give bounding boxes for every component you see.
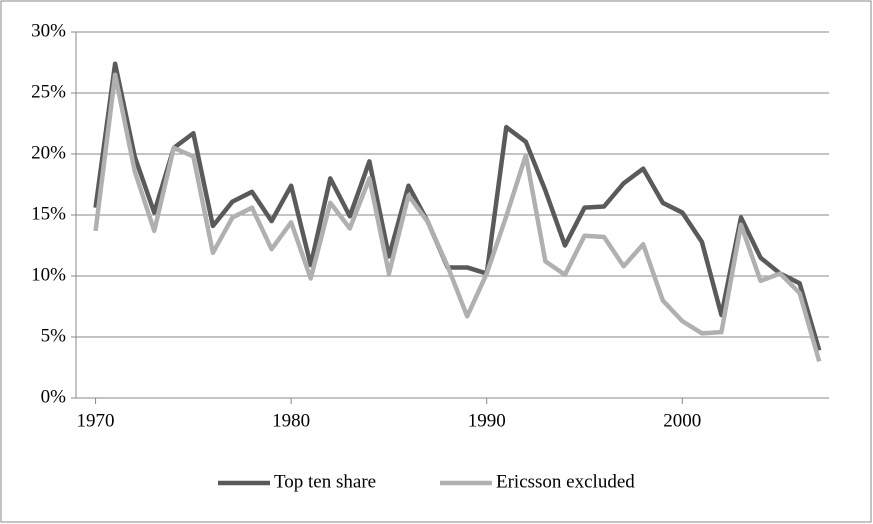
y-tick-label: 10% [31, 264, 66, 285]
legend-label: Top ten share [274, 471, 376, 492]
y-tick-label: 5% [41, 325, 67, 346]
x-tick-label: 1990 [468, 410, 506, 431]
y-tick-label: 0% [41, 386, 67, 407]
y-tick-label: 20% [31, 142, 66, 163]
x-tick-label: 1980 [272, 410, 310, 431]
line-series [93, 72, 822, 363]
legend-label: Ericsson excluded [496, 471, 635, 492]
y-tick-label: 30% [31, 20, 66, 41]
line-series [93, 61, 822, 352]
x-tick-label: 1970 [77, 410, 115, 431]
y-tick-label: 15% [31, 203, 66, 224]
y-tick-label: 25% [31, 81, 66, 102]
x-tick-label: 2000 [663, 410, 701, 431]
